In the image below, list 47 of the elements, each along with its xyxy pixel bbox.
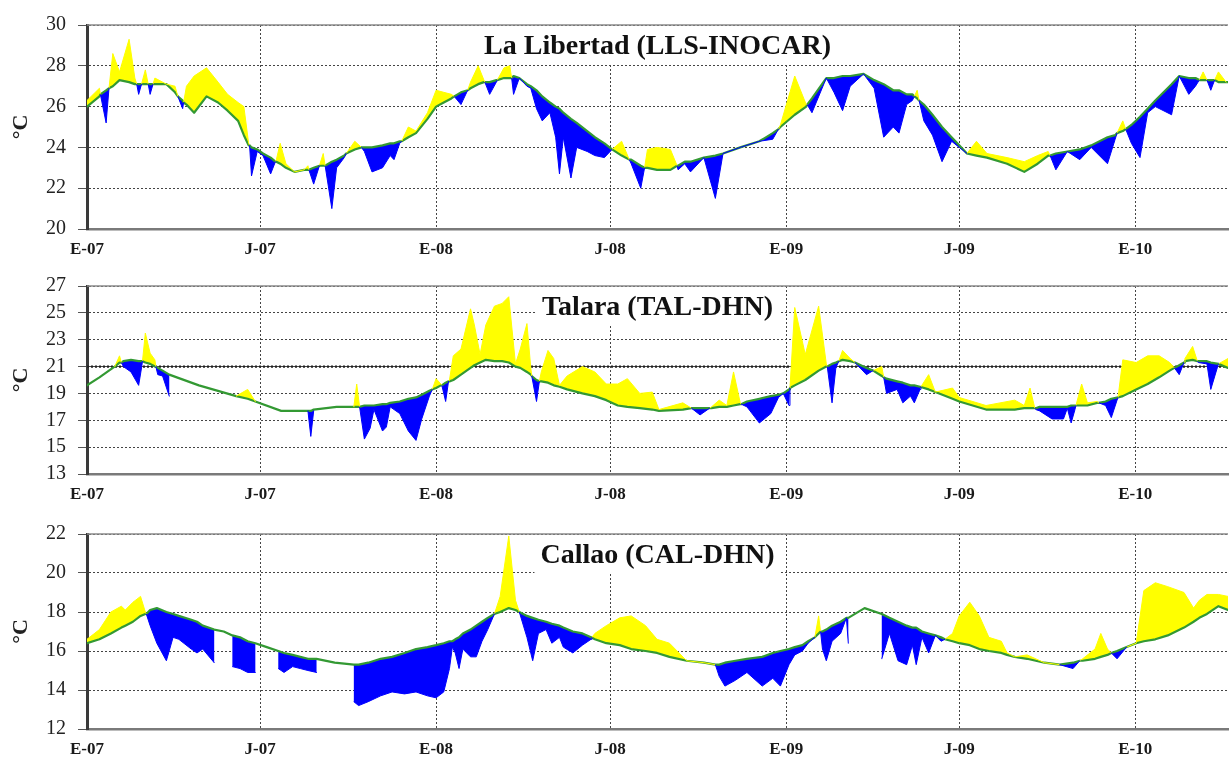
x-tick-label: E-08 [419,483,454,503]
x-tick-label: E-07 [70,483,105,503]
y-tick-label: 19 [46,380,66,403]
x-tick-label: E-09 [769,238,804,258]
y-tick-label: 22 [46,521,66,544]
x-tick-label: E-10 [1118,738,1153,758]
y-axis-title: °C [6,619,32,644]
y-axis-title: °C [6,114,32,140]
x-tick-label: J-08 [594,238,626,258]
x-tick-label: E-09 [769,738,804,758]
chart-title: Talara (TAL-DHN) [542,290,773,322]
y-tick-label: 24 [46,134,66,157]
y-tick-label: 20 [46,560,66,583]
x-tick-label: J-07 [244,238,277,258]
y-tick-label: 17 [46,407,66,430]
y-tick-label: 28 [46,53,66,76]
x-tick-label: E-08 [419,238,454,258]
chart-title: Callao (CAL-DHN) [540,538,775,570]
y-tick-label: 26 [46,93,66,116]
y-tick-label: 25 [46,300,66,323]
y-tick-label: 27 [46,273,66,296]
y-tick-label: 18 [46,599,66,622]
x-tick-label: E-07 [70,738,105,758]
y-axis-title: °C [6,367,32,393]
y-tick-label: 15 [46,434,66,457]
chart-title: La Libertad (LLS-INOCAR) [484,29,831,61]
y-tick-label: 14 [46,677,66,700]
x-tick-label: J-09 [943,483,975,503]
y-tick-label: 16 [46,638,66,661]
x-tick-label: J-07 [244,483,277,503]
x-tick-label: J-07 [244,738,277,758]
x-tick-label: J-09 [943,738,975,758]
x-tick-label: J-09 [943,238,975,258]
y-tick-label: 20 [46,216,66,239]
x-tick-label: E-08 [419,738,454,758]
x-tick-label: E-07 [70,238,105,258]
y-tick-label: 30 [46,12,66,35]
x-tick-label: E-10 [1118,483,1153,503]
y-tick-label: 13 [46,461,66,484]
x-tick-label: E-10 [1118,238,1153,258]
y-tick-label: 22 [46,175,66,198]
y-tick-label: 23 [46,326,66,349]
y-tick-label: 21 [46,353,66,376]
x-tick-label: E-09 [769,483,804,503]
y-tick-label: 12 [46,716,66,739]
x-tick-label: J-08 [594,738,626,758]
x-tick-label: J-08 [594,483,626,503]
